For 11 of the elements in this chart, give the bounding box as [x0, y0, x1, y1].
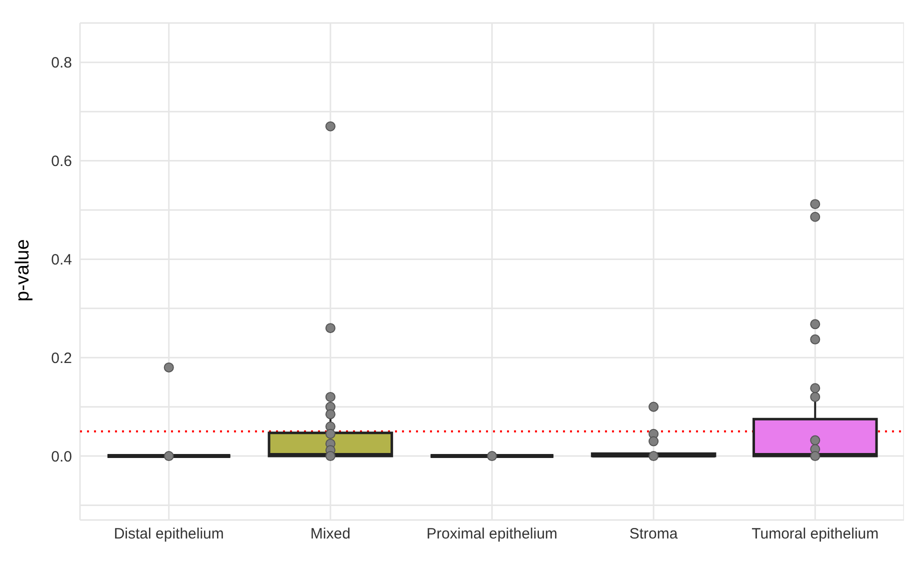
y-axis-title: p-value: [12, 239, 34, 302]
x-tick-label: Proximal epithelium: [426, 526, 558, 543]
x-tick-label: Tumoral epithelium: [752, 526, 879, 543]
x-tick-label: Mixed: [310, 526, 350, 543]
y-tick-label: 0.4: [51, 252, 72, 269]
y-tick-label: 0.8: [51, 54, 72, 72]
x-tick-label: Distal epithelium: [114, 526, 224, 543]
y-tick-label: 0.6: [51, 153, 72, 170]
y-tick-label: 0.2: [51, 350, 72, 367]
y-tick-label: 0.0: [51, 448, 72, 466]
x-tick-label: Stroma: [629, 526, 678, 543]
